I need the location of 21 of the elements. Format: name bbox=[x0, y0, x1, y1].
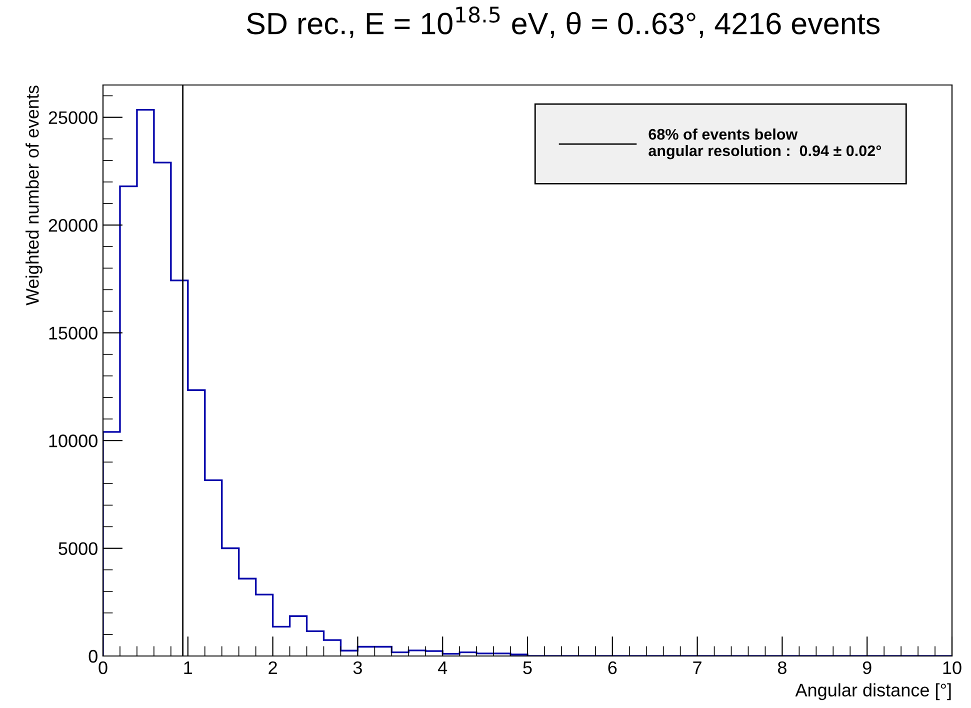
x-tick-label: 0 bbox=[98, 661, 108, 674]
x-tick-label: 9 bbox=[862, 661, 872, 674]
y-tick-label: 0 bbox=[88, 650, 98, 663]
y-tick-label: 20000 bbox=[48, 218, 98, 232]
x-tick-label: 4 bbox=[438, 662, 448, 674]
x-tick-label: 2 bbox=[268, 661, 277, 674]
x-tick-label: 7 bbox=[693, 662, 702, 674]
ref-line-label: 68% of events below angular resolution : 0.94 ± 0.02° bbox=[648, 128, 882, 160]
x-tick-label: 10 bbox=[943, 661, 962, 674]
x-tick-label: 6 bbox=[608, 661, 617, 674]
y-tick-label: 5000 bbox=[58, 542, 98, 555]
y-axis-title: Weighted number of events bbox=[26, 86, 42, 306]
x-tick-label: 5 bbox=[523, 662, 532, 674]
x-tick-label: 8 bbox=[778, 661, 786, 674]
y-tick-label: 10000 bbox=[49, 434, 98, 448]
y-tick-label: 15000 bbox=[49, 326, 98, 340]
x-tick-label: 3 bbox=[353, 661, 362, 674]
chart-title: SD rec., E = 10$^{18.5}$ eV, θ = 0..63°, 4216 events bbox=[246, 6, 880, 38]
y-tick-label: 25000 bbox=[48, 111, 98, 124]
x-axis-title: Angular distance [°] bbox=[795, 683, 951, 700]
x-tick-label: 1 bbox=[184, 662, 192, 674]
